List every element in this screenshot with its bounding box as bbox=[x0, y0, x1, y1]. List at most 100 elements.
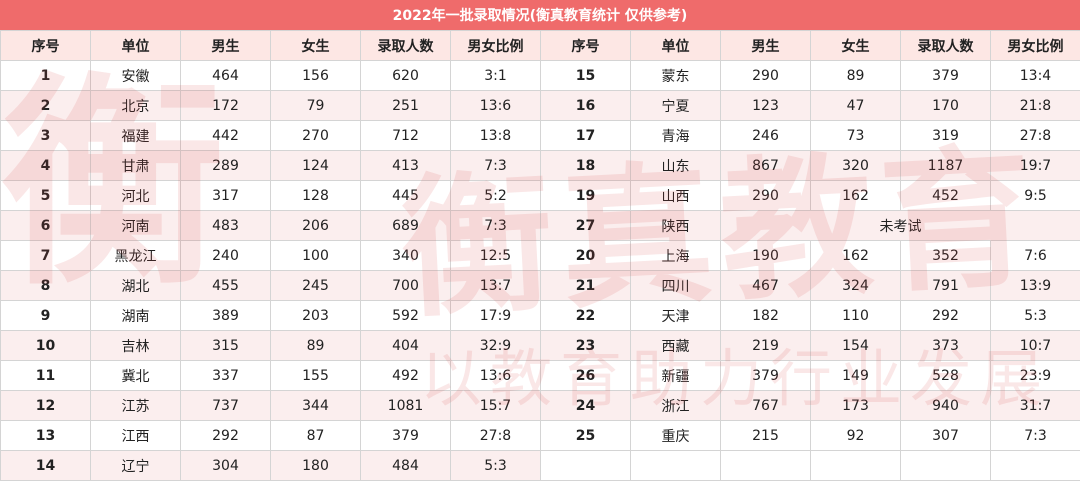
cell-female: 162 bbox=[811, 241, 901, 271]
cell-male: 767 bbox=[721, 391, 811, 421]
cell-female: 320 bbox=[811, 151, 901, 181]
column-header-female: 女生 bbox=[811, 31, 901, 61]
cell-unit: 甘肃 bbox=[91, 151, 181, 181]
cell-admitted: 940 bbox=[901, 391, 991, 421]
cell-unit: 青海 bbox=[631, 121, 721, 151]
cell-seq: 6 bbox=[1, 211, 91, 241]
cell-seq: 19 bbox=[541, 181, 631, 211]
cell-unit: 安徽 bbox=[91, 61, 181, 91]
cell-unit: 江西 bbox=[91, 421, 181, 451]
column-header-seq: 序号 bbox=[541, 31, 631, 61]
cell-female: 73 bbox=[811, 121, 901, 151]
cell-ratio: 7:6 bbox=[991, 241, 1080, 271]
cell-male: 182 bbox=[721, 301, 811, 331]
admission-table: 序号 单位 男生 女生 录取人数 男女比例 序号 单位 男生 女生 录取人数 男… bbox=[0, 30, 1080, 481]
cell-ratio: 13:4 bbox=[991, 61, 1080, 91]
cell-seq: 20 bbox=[541, 241, 631, 271]
cell-unit: 上海 bbox=[631, 241, 721, 271]
cell-female: 155 bbox=[271, 361, 361, 391]
cell-ratio: 15:7 bbox=[451, 391, 541, 421]
cell-seq: 5 bbox=[1, 181, 91, 211]
cell-ratio: 10:7 bbox=[991, 331, 1080, 361]
cell-female: 206 bbox=[271, 211, 361, 241]
cell-female: 344 bbox=[271, 391, 361, 421]
cell-ratio: 5:3 bbox=[991, 301, 1080, 331]
cell-seq: 12 bbox=[1, 391, 91, 421]
cell-ratio: 31:7 bbox=[991, 391, 1080, 421]
cell-unit: 湖南 bbox=[91, 301, 181, 331]
column-header-unit: 单位 bbox=[631, 31, 721, 61]
cell-admitted: 791 bbox=[901, 271, 991, 301]
cell-male: 389 bbox=[181, 301, 271, 331]
cell-unit: 江苏 bbox=[91, 391, 181, 421]
cell-unit: 山东 bbox=[631, 151, 721, 181]
cell-ratio: 13:7 bbox=[451, 271, 541, 301]
cell-seq: 22 bbox=[541, 301, 631, 331]
cell-male: 379 bbox=[721, 361, 811, 391]
empty-cell bbox=[811, 451, 901, 481]
cell-female: 203 bbox=[271, 301, 361, 331]
cell-ratio: 7:3 bbox=[451, 211, 541, 241]
column-header-admitted: 录取人数 bbox=[901, 31, 991, 61]
cell-male: 315 bbox=[181, 331, 271, 361]
cell-ratio: 3:1 bbox=[451, 61, 541, 91]
cell-note: 未考试 bbox=[721, 211, 1080, 241]
cell-female: 100 bbox=[271, 241, 361, 271]
cell-seq: 25 bbox=[541, 421, 631, 451]
cell-male: 215 bbox=[721, 421, 811, 451]
cell-seq: 11 bbox=[1, 361, 91, 391]
cell-unit: 黑龙江 bbox=[91, 241, 181, 271]
cell-male: 292 bbox=[181, 421, 271, 451]
column-header-male: 男生 bbox=[721, 31, 811, 61]
cell-seq: 2 bbox=[1, 91, 91, 121]
cell-male: 442 bbox=[181, 121, 271, 151]
cell-seq: 13 bbox=[1, 421, 91, 451]
cell-admitted: 379 bbox=[361, 421, 451, 451]
cell-unit: 河南 bbox=[91, 211, 181, 241]
cell-seq: 9 bbox=[1, 301, 91, 331]
cell-female: 156 bbox=[271, 61, 361, 91]
cell-admitted: 700 bbox=[361, 271, 451, 301]
cell-female: 149 bbox=[811, 361, 901, 391]
column-header-admitted: 录取人数 bbox=[361, 31, 451, 61]
cell-ratio: 9:5 bbox=[991, 181, 1080, 211]
cell-ratio: 7:3 bbox=[991, 421, 1080, 451]
cell-unit: 陕西 bbox=[631, 211, 721, 241]
cell-unit: 四川 bbox=[631, 271, 721, 301]
cell-female: 245 bbox=[271, 271, 361, 301]
cell-seq: 3 bbox=[1, 121, 91, 151]
cell-male: 289 bbox=[181, 151, 271, 181]
cell-ratio: 5:3 bbox=[451, 451, 541, 481]
cell-female: 162 bbox=[811, 181, 901, 211]
cell-admitted: 413 bbox=[361, 151, 451, 181]
cell-male: 290 bbox=[721, 61, 811, 91]
cell-female: 92 bbox=[811, 421, 901, 451]
empty-cell bbox=[991, 451, 1080, 481]
cell-seq: 1 bbox=[1, 61, 91, 91]
cell-female: 79 bbox=[271, 91, 361, 121]
cell-unit: 湖北 bbox=[91, 271, 181, 301]
cell-admitted: 373 bbox=[901, 331, 991, 361]
cell-admitted: 689 bbox=[361, 211, 451, 241]
cell-admitted: 484 bbox=[361, 451, 451, 481]
cell-ratio: 13:9 bbox=[991, 271, 1080, 301]
cell-unit: 吉林 bbox=[91, 331, 181, 361]
cell-seq: 4 bbox=[1, 151, 91, 181]
cell-unit: 新疆 bbox=[631, 361, 721, 391]
cell-unit: 山西 bbox=[631, 181, 721, 211]
cell-female: 124 bbox=[271, 151, 361, 181]
cell-unit: 河北 bbox=[91, 181, 181, 211]
cell-male: 172 bbox=[181, 91, 271, 121]
cell-male: 455 bbox=[181, 271, 271, 301]
cell-seq: 27 bbox=[541, 211, 631, 241]
